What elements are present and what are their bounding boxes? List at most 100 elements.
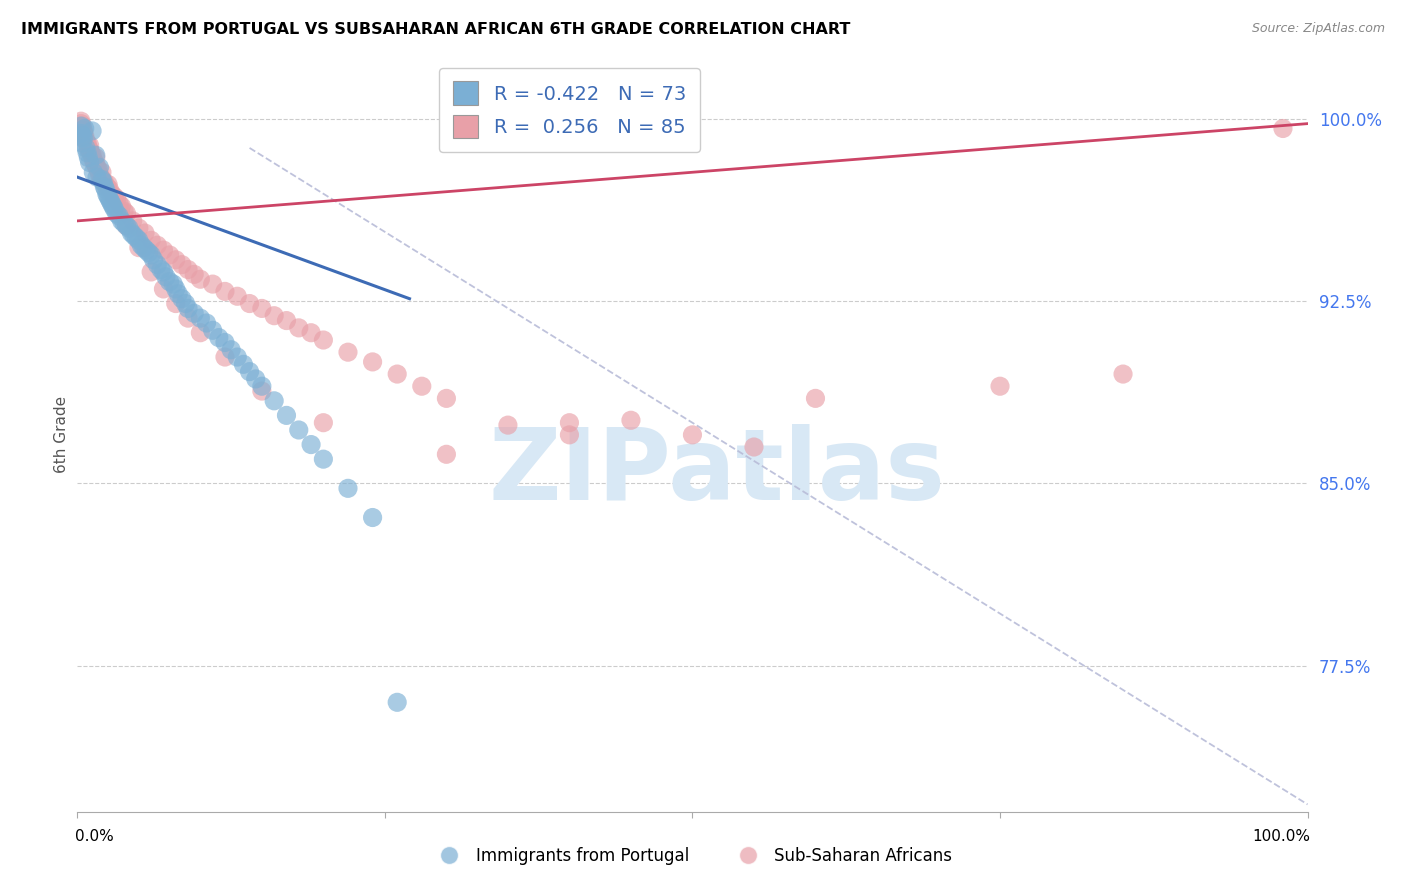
Point <box>135 243 157 257</box>
Point <box>98 182 121 196</box>
Y-axis label: 6th Grade: 6th Grade <box>53 396 69 474</box>
Point <box>125 231 148 245</box>
Point <box>77 141 100 155</box>
Point <box>558 427 581 442</box>
Point <box>138 245 160 260</box>
Point <box>312 452 335 467</box>
Point <box>101 199 124 213</box>
Point <box>122 228 145 243</box>
Point <box>98 192 121 206</box>
Point <box>79 138 101 153</box>
Point <box>79 155 101 169</box>
Point <box>77 151 100 165</box>
Point <box>170 292 193 306</box>
Point <box>91 175 114 189</box>
Point <box>82 153 104 167</box>
Point <box>76 136 98 150</box>
Point <box>174 296 197 310</box>
Point <box>132 241 155 255</box>
Point <box>183 268 205 282</box>
Point <box>112 204 135 219</box>
Point <box>385 695 409 709</box>
Point <box>115 219 138 233</box>
Point <box>96 179 118 194</box>
Point <box>201 323 224 337</box>
Point <box>208 330 231 344</box>
Text: IMMIGRANTS FROM PORTUGAL VS SUBSAHARAN AFRICAN 6TH GRADE CORRELATION CHART: IMMIGRANTS FROM PORTUGAL VS SUBSAHARAN A… <box>21 22 851 37</box>
Point <box>90 170 112 185</box>
Point <box>263 309 285 323</box>
Point <box>385 367 409 381</box>
Point <box>72 124 94 138</box>
Point <box>97 189 120 203</box>
Point <box>84 151 107 165</box>
Point <box>558 416 581 430</box>
Point <box>201 277 224 291</box>
Point <box>112 216 135 230</box>
Point <box>93 179 115 194</box>
Point <box>134 226 156 240</box>
Point <box>152 243 174 257</box>
Point <box>70 119 93 133</box>
Point <box>86 161 108 175</box>
Point <box>115 206 138 220</box>
Point <box>89 168 111 182</box>
Point <box>263 393 285 408</box>
Point <box>167 286 190 301</box>
Text: 100.0%: 100.0% <box>1251 829 1310 844</box>
Point <box>108 209 131 223</box>
Point <box>159 275 181 289</box>
Point <box>75 141 97 155</box>
Point <box>90 172 114 186</box>
Point <box>226 289 249 303</box>
Point <box>312 333 335 347</box>
Point <box>82 165 104 179</box>
Point <box>682 427 704 442</box>
Point <box>111 199 132 213</box>
Point <box>214 285 236 299</box>
Point <box>188 311 212 326</box>
Point <box>96 187 118 202</box>
Point <box>73 121 96 136</box>
Point <box>159 248 181 262</box>
Point <box>70 117 93 131</box>
Point <box>146 258 169 272</box>
Point <box>128 241 150 255</box>
Point <box>152 282 174 296</box>
Point <box>239 365 262 379</box>
Point <box>152 265 174 279</box>
Point <box>162 277 184 291</box>
Point <box>70 121 93 136</box>
Point <box>110 204 132 219</box>
Point <box>101 197 124 211</box>
Point <box>165 296 187 310</box>
Point <box>214 335 236 350</box>
Point <box>239 296 262 310</box>
Point <box>141 248 163 262</box>
Point <box>103 202 125 216</box>
Point <box>177 311 200 326</box>
Point <box>70 136 93 150</box>
Point <box>84 148 107 162</box>
Point <box>90 172 114 186</box>
Point <box>84 158 107 172</box>
Point <box>101 187 124 202</box>
Point <box>115 219 138 233</box>
Point <box>337 481 360 495</box>
Point <box>89 161 111 175</box>
Point <box>129 238 153 252</box>
Point <box>165 252 187 267</box>
Point <box>141 265 163 279</box>
Point <box>195 316 218 330</box>
Point <box>232 357 254 371</box>
Point <box>73 128 96 143</box>
Point <box>288 321 311 335</box>
Point <box>72 131 94 145</box>
Point <box>105 206 128 220</box>
Point <box>988 379 1011 393</box>
Text: 0.0%: 0.0% <box>75 829 114 844</box>
Point <box>70 126 93 140</box>
Point <box>250 379 273 393</box>
Point <box>82 148 104 162</box>
Point <box>288 423 311 437</box>
